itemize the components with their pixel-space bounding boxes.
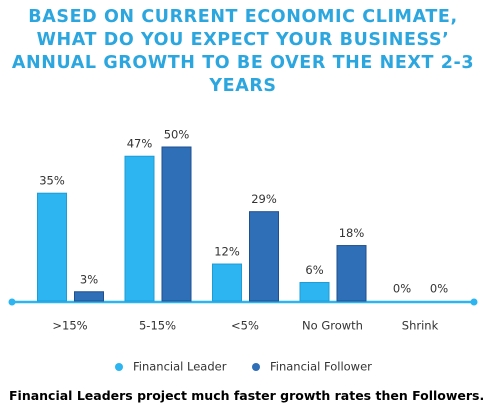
legend-marker	[252, 363, 260, 371]
value-label: 50%	[164, 128, 190, 142]
chart-title: BASED ON CURRENT ECONOMIC CLIMATE, WHAT …	[11, 7, 475, 96]
baseline-end	[8, 298, 16, 306]
bar	[161, 146, 192, 302]
x-tick-label: 5-15%	[139, 319, 176, 333]
value-label: 29%	[251, 192, 277, 206]
value-label: 6%	[305, 263, 323, 277]
x-tick-label: <5%	[231, 319, 259, 333]
x-tick-label: >15%	[52, 319, 87, 333]
x-tick-label: No Growth	[302, 319, 363, 333]
legend-marker	[115, 363, 123, 371]
bar	[249, 211, 279, 302]
bar	[212, 263, 242, 302]
value-label: 12%	[214, 245, 240, 259]
baseline-end	[470, 298, 478, 306]
value-label: 3%	[80, 272, 98, 286]
value-label: 35%	[39, 174, 65, 188]
bar	[299, 282, 330, 302]
bar	[74, 291, 104, 302]
bar	[37, 192, 67, 302]
caption: Financial Leaders project much faster gr…	[9, 388, 485, 403]
value-label: 0%	[430, 282, 448, 296]
value-label: 0%	[393, 282, 411, 296]
bar	[336, 245, 367, 302]
value-label: 47%	[127, 137, 153, 151]
x-tick-label: Shrink	[402, 319, 439, 333]
value-label: 18%	[339, 226, 365, 240]
legend-label: Financial Follower	[270, 360, 372, 374]
legend-label: Financial Leader	[133, 360, 227, 374]
bar	[124, 155, 155, 302]
